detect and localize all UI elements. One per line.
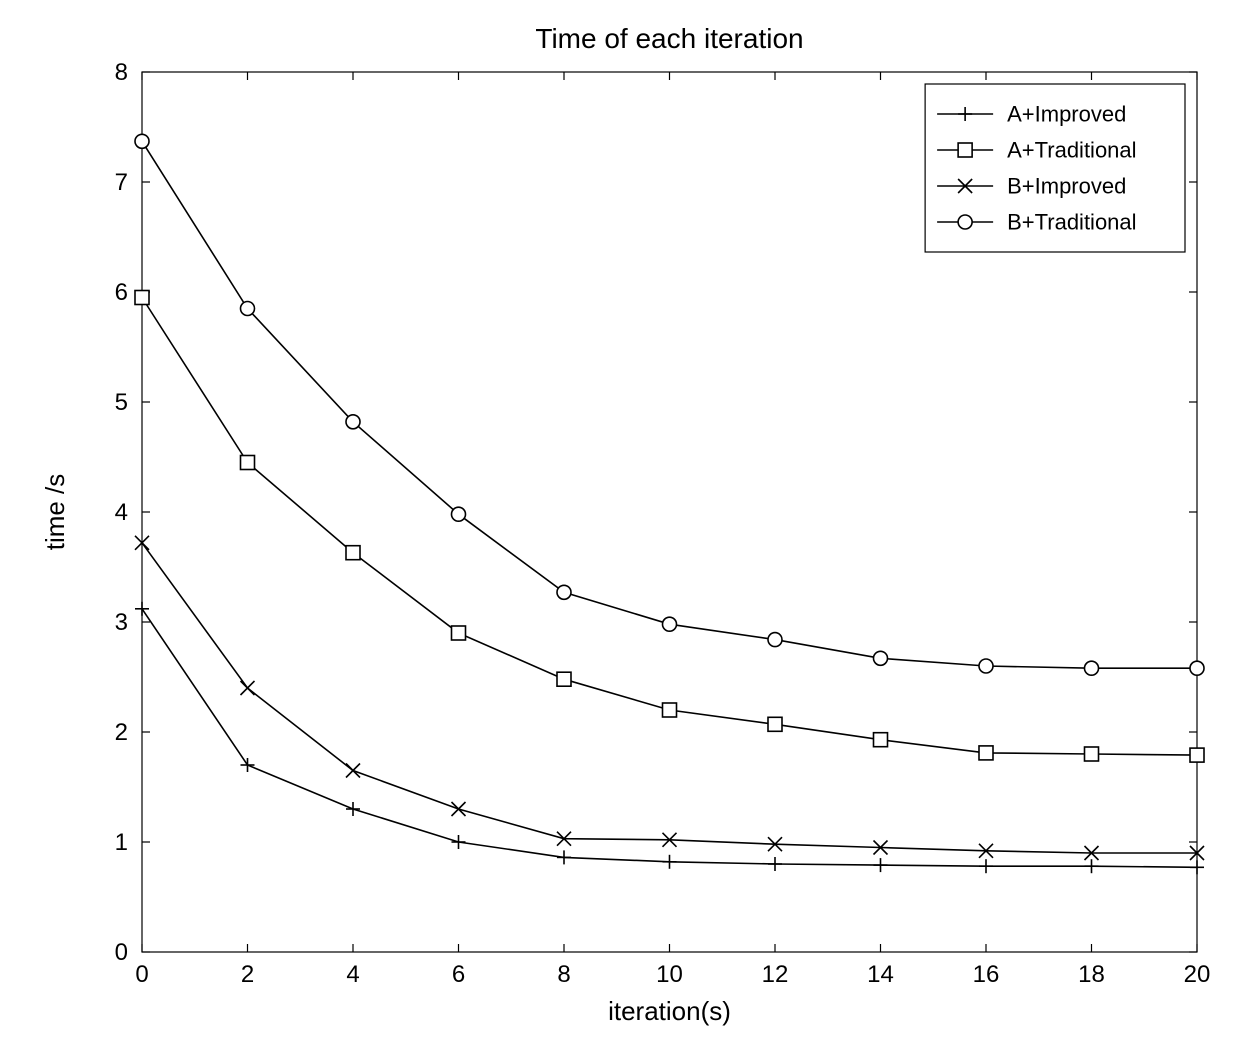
svg-text:4: 4 [346,961,359,988]
svg-text:20: 20 [1184,961,1211,988]
svg-text:2: 2 [115,719,128,746]
svg-text:16: 16 [973,961,1000,988]
svg-text:14: 14 [867,961,894,988]
svg-text:2: 2 [241,961,254,988]
svg-text:iteration(s): iteration(s) [608,996,731,1026]
svg-text:8: 8 [557,961,570,988]
svg-text:4: 4 [115,499,128,526]
svg-text:0: 0 [135,961,148,988]
svg-text:6: 6 [115,279,128,306]
svg-text:18: 18 [1078,961,1105,988]
svg-text:5: 5 [115,389,128,416]
svg-text:B+Improved: B+Improved [1007,174,1126,199]
iteration-time-chart: Time of each iteration024681012141618200… [0,0,1240,1053]
svg-text:7: 7 [115,169,128,196]
svg-text:0: 0 [115,939,128,966]
svg-text:1: 1 [115,829,128,856]
svg-text:B+Traditional: B+Traditional [1007,210,1136,235]
svg-text:Time of each iteration: Time of each iteration [535,23,803,54]
svg-text:time /s: time /s [40,474,70,551]
svg-text:8: 8 [115,59,128,86]
chart-container: Time of each iteration024681012141618200… [0,0,1240,1053]
svg-text:10: 10 [656,961,683,988]
svg-text:12: 12 [762,961,789,988]
svg-text:3: 3 [115,609,128,636]
svg-text:6: 6 [452,961,465,988]
svg-text:A+Improved: A+Improved [1007,102,1126,127]
svg-text:A+Traditional: A+Traditional [1007,138,1136,163]
